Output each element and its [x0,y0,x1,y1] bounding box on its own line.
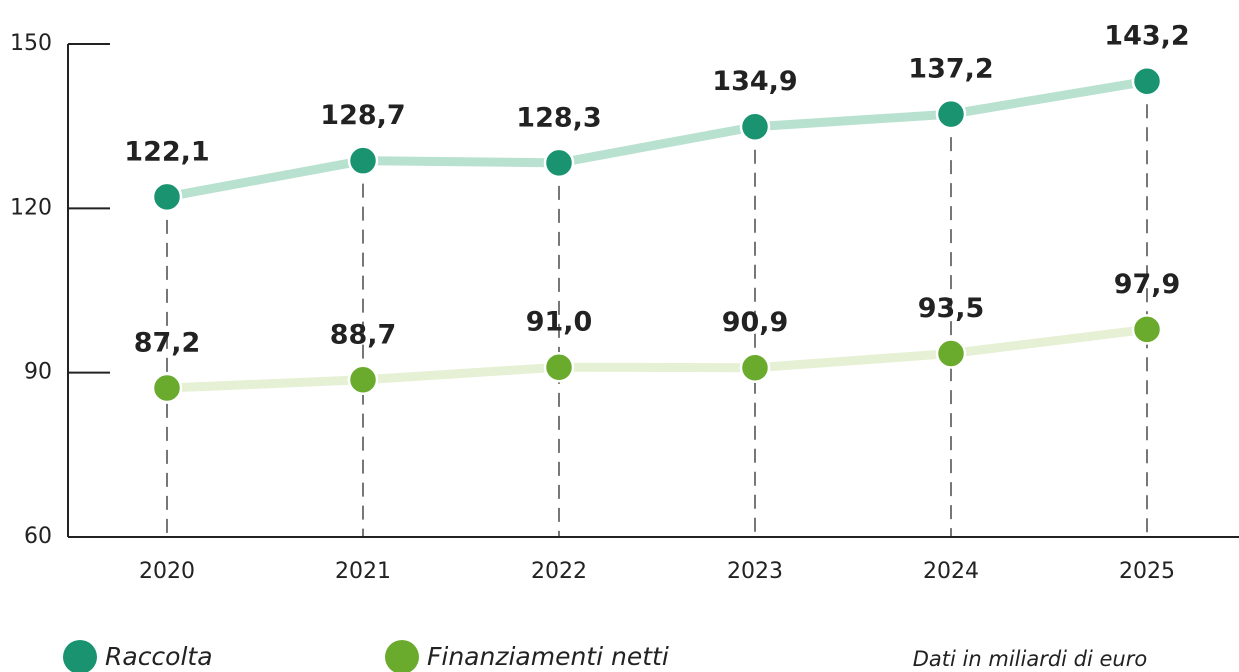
point [347,364,379,396]
data-label: 97,9 [1114,269,1181,300]
legend-label: Raccolta [105,642,213,671]
point [935,98,967,130]
series-line [162,324,1152,393]
data-label: 90,9 [722,307,789,338]
point [151,372,183,404]
note: Dati in miliardi di euro [913,647,1147,671]
point [1131,65,1163,97]
point [1131,314,1163,345]
point [739,352,771,383]
data-label: 128,3 [516,102,601,133]
legend-label: Finanziamenti netti [427,642,669,671]
x-tick-label: 2021 [335,559,391,584]
point [347,145,379,176]
x-tick-label: 2024 [923,559,979,584]
point [935,338,967,369]
y-tick-label: 60 [24,524,52,549]
data-label: 91,0 [526,307,593,338]
x-tick-label: 2022 [531,559,587,584]
x-tick-label: 2025 [1119,559,1175,584]
x-tick-label: 2020 [139,559,195,584]
data-label: 134,9 [712,66,797,97]
point [739,111,771,142]
series-line [162,76,1152,202]
point [151,181,183,213]
y-tick-label: 120 [10,195,52,220]
data-label: 122,1 [124,136,209,167]
data-label: 88,7 [330,319,397,350]
data-label: 143,2 [1104,21,1189,52]
x-tick-label: 2023 [727,559,783,584]
data-label: 137,2 [908,54,993,85]
data-label: 87,2 [134,328,201,359]
point [543,147,575,179]
point [543,351,575,383]
y-tick-label: 150 [10,31,52,56]
y-tick-label: 90 [24,360,52,385]
legend-marker [385,640,419,672]
data-label: 93,5 [918,293,985,324]
legend-marker [63,640,97,672]
data-label: 128,7 [320,100,405,131]
